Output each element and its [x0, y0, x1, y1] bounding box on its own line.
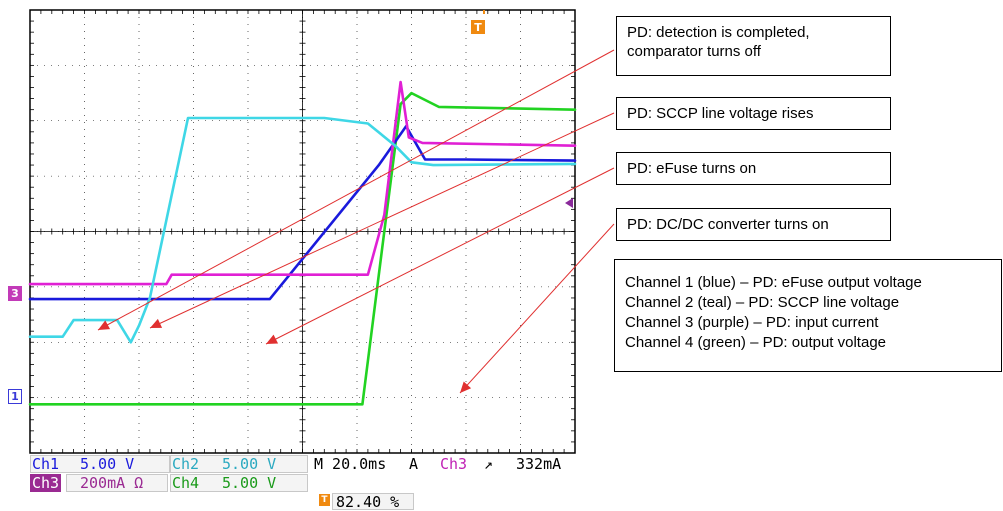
readout-trigger-level: 332mA [516, 455, 562, 473]
waveform-traces [28, 80, 577, 406]
ch1-marker: 1 [8, 389, 22, 404]
readout-trigger-mode: A [409, 455, 419, 473]
readout-timebase: M 20.0ms [314, 455, 387, 473]
arrow-efuse-line [265, 167, 615, 345]
arrow-sccp-line [149, 112, 615, 329]
legend-channel-2: Channel 2 (teal) – PD: SCCP line voltage [625, 294, 900, 311]
trigger-level-marker [565, 198, 573, 208]
annotation-dcdc-line1: PD: DC/DC converter turns on [627, 216, 829, 233]
annotation-detection: PD: detection is completed, comparator t… [616, 16, 891, 76]
legend-channel-4: Channel 4 (green) – PD: output voltage [625, 334, 886, 351]
annotation-efuse: PD: eFuse turns on [616, 152, 891, 185]
readout-ch4-value: 5.00 V [222, 474, 277, 492]
arrow-detection-line [97, 49, 615, 331]
trigger-position-marker: T [471, 20, 485, 34]
readout-ch3-value: 200mA Ω [80, 474, 144, 492]
legend-channel-1: Channel 1 (blue) – PD: eFuse output volt… [625, 274, 922, 291]
readout-trigger-source: Ch3 [440, 455, 468, 473]
graticule [29, 9, 576, 454]
annotation-sccp-line1: PD: SCCP line voltage rises [627, 105, 814, 122]
trigger-position-icon: T [319, 494, 330, 506]
annotation-dcdc: PD: DC/DC converter turns on [616, 208, 891, 241]
trace-ch3 [28, 80, 577, 286]
trace-ch4 [28, 91, 577, 406]
readout-ch2-box [170, 455, 308, 473]
arrow-dcdc-line [459, 223, 615, 394]
arrow-sccp-head [150, 318, 163, 328]
readout-ch1-box [30, 455, 170, 473]
annotation-detection-line1: PD: detection is completed, [627, 24, 810, 41]
readout-ch4-box [170, 474, 308, 492]
annotation-sccp: PD: SCCP line voltage rises [616, 97, 891, 130]
ch3-marker: 3 [8, 286, 22, 301]
trace-ch2 [28, 116, 577, 344]
readout-ch1-label: Ch1 [32, 455, 60, 473]
trigger-slope-icon: ↗ [484, 455, 494, 473]
readout-ch2-label: Ch2 [172, 455, 200, 473]
readout-trigger-position: 82.40 % [336, 493, 400, 511]
readout-ch4-label: Ch4 [172, 474, 200, 492]
readout-ch2-value: 5.00 V [222, 455, 277, 473]
annotation-efuse-line1: PD: eFuse turns on [627, 160, 757, 177]
readout-ch3-box [66, 474, 168, 492]
channel-legend: Channel 1 (blue) – PD: eFuse output volt… [614, 259, 1002, 372]
readout-ch1-value: 5.00 V [80, 455, 135, 473]
annotation-arrows [97, 49, 615, 394]
arrow-detection-head [98, 320, 111, 330]
legend-channel-3: Channel 3 (purple) – PD: input current [625, 314, 879, 331]
readout-ch3-label: Ch3 [30, 474, 62, 492]
arrow-efuse-head [266, 334, 279, 344]
annotation-detection-line2: comparator turns off [627, 43, 761, 60]
arrow-dcdc-head [460, 381, 472, 393]
